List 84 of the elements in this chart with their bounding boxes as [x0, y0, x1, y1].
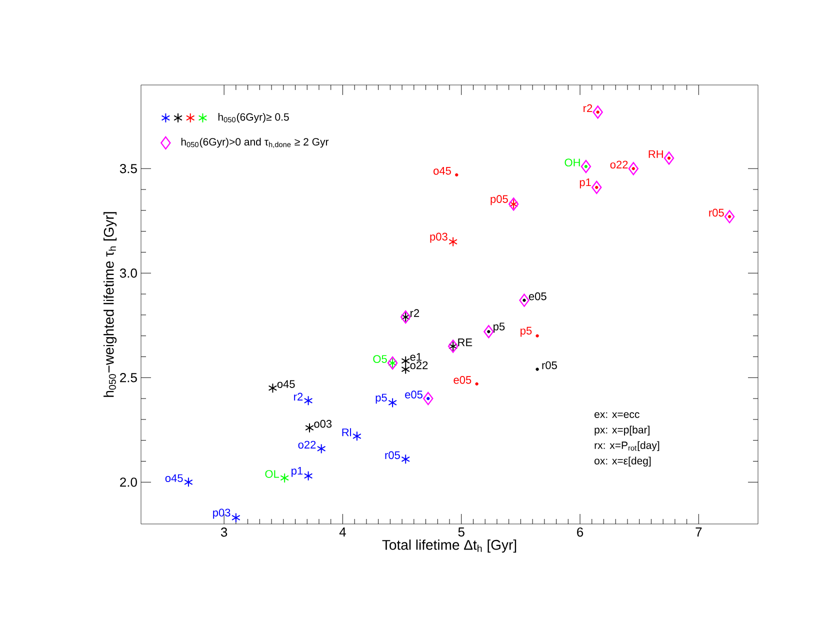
annotation: o45: [165, 474, 183, 482]
annotation: o03: [314, 420, 332, 428]
annotation: p03: [430, 232, 448, 243]
point: [280, 472, 289, 483]
point: [401, 454, 410, 464]
annotation: e05: [405, 390, 422, 398]
annotation: r2: [410, 309, 420, 317]
x-tick-label: 4: [339, 528, 346, 536]
annotation: e05: [528, 292, 546, 300]
legend-label: h$_{050}$(6Gyr)≥ 0.5: [218, 113, 289, 123]
y-tick-label: 3.0: [120, 268, 137, 278]
point: [632, 167, 636, 170]
point: [305, 422, 314, 433]
point: [484, 325, 494, 338]
point: [664, 152, 674, 165]
point: [536, 368, 539, 371]
point: [426, 396, 430, 400]
x-tick-label: 7: [696, 528, 702, 536]
point: [667, 156, 671, 160]
y-axis-title: h$_{050}$−weighted lifetime τ$_{h}$ [Gyr]: [104, 212, 117, 397]
annotation: RH: [648, 150, 663, 158]
point: [304, 470, 313, 481]
annotation: ox: x=ε[deg]: [594, 456, 651, 467]
x-tick-label: 6: [577, 528, 584, 537]
point: [580, 160, 592, 174]
point: [388, 398, 397, 408]
annotation: O5: [373, 355, 387, 363]
point: [401, 364, 410, 374]
annotation: p5: [520, 326, 532, 337]
point: [522, 298, 526, 302]
point: [536, 334, 539, 338]
point: [519, 294, 530, 307]
point: [423, 392, 434, 406]
annotation: o22: [410, 361, 428, 370]
x-tick-label: 3: [220, 528, 228, 537]
annotation: r05: [385, 451, 400, 460]
annotation: p05: [490, 195, 508, 206]
annotation: o45: [434, 167, 451, 175]
point: [401, 356, 410, 366]
annotation: o45: [277, 380, 295, 388]
point: [596, 110, 600, 114]
annotation: r2: [584, 104, 592, 112]
y-tick-label: 3.5: [120, 164, 137, 174]
annotation: o22: [298, 440, 316, 449]
point: [304, 396, 313, 406]
annotation: r05: [542, 361, 557, 370]
point: [475, 382, 478, 386]
annotation: e1: [410, 353, 422, 361]
annotation: OL: [265, 470, 280, 478]
annotation: p5: [494, 322, 505, 333]
point: [628, 162, 639, 176]
annotation: OH: [564, 158, 580, 166]
annotation: p1: [292, 466, 303, 477]
point: [455, 173, 458, 176]
point: [487, 330, 490, 334]
annotation: r2: [294, 392, 303, 400]
x-axis-title: Total lifetime Δt$_{h}$ [Gyr]: [382, 540, 516, 553]
annotation: rx: x=P$_{rot}$[day]: [594, 441, 660, 452]
point: [448, 236, 458, 247]
point: [592, 180, 602, 194]
annotation: p5: [376, 394, 387, 404]
annotation: px: x=p[bar]: [594, 426, 650, 436]
annotation: RE: [458, 338, 472, 346]
point: [316, 444, 326, 454]
annotation: o22: [610, 160, 628, 168]
x-tick-label: 5: [458, 528, 464, 537]
y-tick-label: 2.5: [120, 373, 137, 382]
annotation: r05: [709, 208, 724, 217]
annotation: ex: x=ecc: [594, 412, 640, 418]
legend-label: h$_{050}$(6Gyr)>0 and τ$_{h,done}$ ≥ 2 Gyr: [181, 138, 329, 148]
point: [595, 186, 598, 190]
point: [724, 210, 735, 224]
annotation: Rl: [342, 428, 352, 436]
point: [584, 164, 588, 168]
annotation: p1: [580, 178, 591, 188]
point: [352, 431, 362, 442]
annotation: p03: [213, 508, 230, 519]
annotation: e05: [454, 376, 472, 384]
point: [728, 215, 732, 218]
point: [592, 106, 603, 119]
point: [184, 477, 193, 488]
point: [232, 512, 240, 523]
point: [268, 383, 278, 394]
y-tick-label: 2.0: [120, 478, 137, 487]
